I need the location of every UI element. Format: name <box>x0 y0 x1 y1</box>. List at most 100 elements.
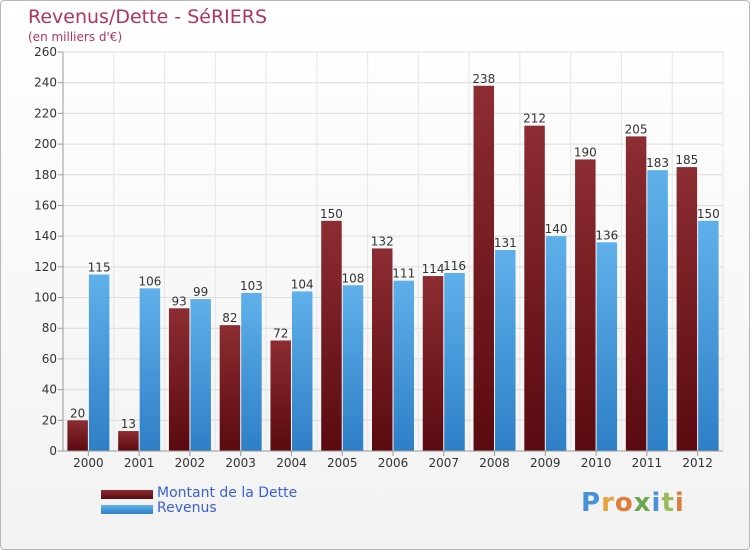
data-label-revenue: 99 <box>193 285 208 299</box>
y-tick-label: 260 <box>34 45 57 59</box>
bar-debt <box>219 325 241 451</box>
bar-revenue <box>88 274 110 451</box>
bar-debt <box>321 220 342 451</box>
data-label-revenue: 116 <box>443 259 466 273</box>
data-label-debt: 212 <box>523 112 546 126</box>
bar-revenue <box>393 280 414 451</box>
logo-letter: o <box>614 488 634 518</box>
data-label-revenue: 111 <box>392 267 415 281</box>
logo-letter: r <box>601 488 615 518</box>
bar-debt <box>676 167 698 451</box>
data-label-revenue: 140 <box>545 222 568 236</box>
data-label-debt: 72 <box>273 327 288 341</box>
bar-revenue <box>139 288 161 451</box>
y-tick-label: 60 <box>42 352 57 366</box>
chart-subtitle: (en milliers d'€) <box>28 30 123 44</box>
data-label-debt: 150 <box>320 207 343 221</box>
logo-letter: P <box>581 488 602 518</box>
bar-debt <box>524 125 545 452</box>
y-tick-label: 20 <box>42 413 57 427</box>
data-label-debt: 205 <box>625 122 648 136</box>
x-tick-label: 2002 <box>175 456 206 470</box>
y-tick-label: 180 <box>34 168 57 182</box>
data-label-revenue: 183 <box>646 156 669 170</box>
bar-revenue <box>495 249 516 451</box>
x-tick-label: 2003 <box>225 456 256 470</box>
data-label-revenue: 150 <box>697 207 720 221</box>
data-label-debt: 82 <box>222 311 237 325</box>
data-label-revenue: 136 <box>595 228 618 242</box>
data-label-revenue: 103 <box>240 279 263 293</box>
y-tick-label: 240 <box>34 76 57 90</box>
bar-revenue <box>241 292 262 451</box>
y-tick-label: 200 <box>34 137 57 151</box>
bar-debt <box>270 340 291 451</box>
logo-letter: i <box>651 488 662 518</box>
x-tick-label: 2012 <box>682 456 713 470</box>
bar-revenue <box>444 272 465 451</box>
y-tick-label: 160 <box>34 198 57 212</box>
y-tick-label: 120 <box>34 260 57 274</box>
legend-swatch-debt <box>101 490 153 499</box>
data-label-revenue: 108 <box>342 271 365 285</box>
data-label-debt: 185 <box>675 153 698 167</box>
data-label-debt: 13 <box>121 417 136 431</box>
x-tick-label: 2005 <box>327 456 358 470</box>
bar-revenue <box>698 220 719 451</box>
legend-swatch-revenue <box>101 505 153 514</box>
y-tick-label: 100 <box>34 291 57 305</box>
bar-debt <box>422 276 444 451</box>
y-tick-label: 220 <box>34 106 57 120</box>
bar-revenue <box>190 299 211 451</box>
data-label-debt: 114 <box>422 262 445 276</box>
data-label-debt: 132 <box>371 234 394 248</box>
bar-debt <box>372 248 393 451</box>
x-tick-label: 2006 <box>378 456 409 470</box>
data-label-revenue: 106 <box>138 274 161 288</box>
data-label-debt: 238 <box>472 72 495 86</box>
y-tick-label: 0 <box>49 444 57 458</box>
logo-letter: i <box>674 488 685 518</box>
bar-debt <box>118 431 139 451</box>
bar-revenue <box>647 170 668 451</box>
x-tick-label: 2010 <box>581 456 612 470</box>
chart-title: Revenus/Dette - SéRIERS <box>28 6 268 28</box>
data-label-revenue: 115 <box>88 261 111 275</box>
data-label-revenue: 131 <box>494 236 517 250</box>
y-axis: 0 20 40 60 80 100 120 140 160 180 200 220 240 260 <box>34 45 64 458</box>
x-axis: 2000 2001 2002 2003 2004 2005 2006 2007 2008 2009… <box>63 450 723 470</box>
bar-debt <box>67 420 88 451</box>
logo-letter: x <box>633 488 652 518</box>
bars <box>67 85 719 452</box>
x-tick-label: 2004 <box>276 456 307 470</box>
legend-label-revenue: Revenus <box>157 500 217 516</box>
bar-debt <box>168 308 190 451</box>
x-tick-label: 2000 <box>73 456 104 470</box>
y-tick-label: 40 <box>42 383 57 397</box>
data-label-debt: 20 <box>70 406 85 420</box>
bar-revenue <box>545 236 567 451</box>
bar-revenue <box>342 285 364 451</box>
bar-debt <box>473 85 495 451</box>
x-tick-label: 2011 <box>632 456 663 470</box>
data-label-revenue: 104 <box>291 277 314 291</box>
logo-letter: t <box>661 488 675 518</box>
x-tick-label: 2001 <box>124 456 155 470</box>
x-tick-label: 2008 <box>479 456 510 470</box>
legend-label-debt: Montant de la Dette <box>157 485 298 501</box>
bar-debt <box>625 136 647 451</box>
bar-revenue <box>596 242 618 451</box>
x-tick-label: 2009 <box>530 456 561 470</box>
data-label-debt: 93 <box>172 294 187 308</box>
proxiti-logo: Proxiti <box>581 488 685 518</box>
bar-debt <box>575 159 596 451</box>
gridlines <box>62 51 724 452</box>
y-tick-label: 140 <box>34 229 57 243</box>
data-label-debt: 190 <box>574 145 597 159</box>
bar-revenue <box>291 291 313 451</box>
y-tick-label: 80 <box>42 321 57 335</box>
x-tick-label: 2007 <box>428 456 459 470</box>
